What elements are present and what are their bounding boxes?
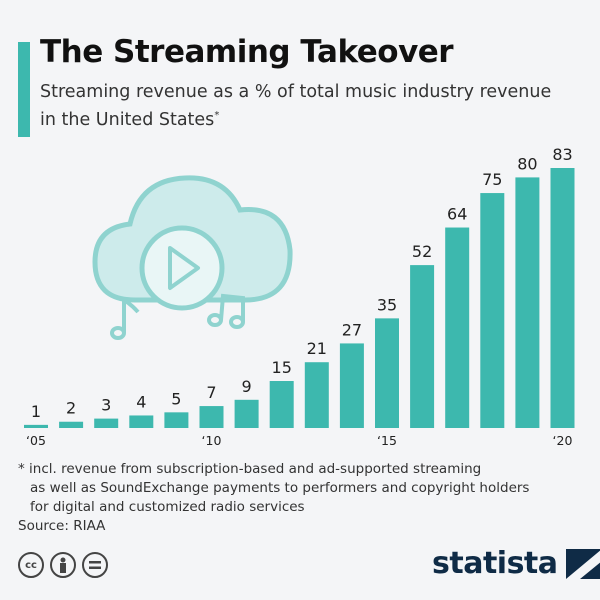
bar-2012 <box>269 381 294 428</box>
bar-2007 <box>94 418 119 428</box>
footnote-line: * incl. revenue from subscription-based … <box>18 461 482 477</box>
bar-2019 <box>515 177 540 428</box>
no-derivatives-icon[interactable] <box>82 552 108 578</box>
data-label-2015: 35 <box>377 295 397 314</box>
bar-2016 <box>410 265 435 428</box>
chart-subtitle: Streaming revenue as a % of total music … <box>40 80 560 132</box>
bar-2020 <box>550 168 575 428</box>
data-label-2005: 1 <box>31 402 41 421</box>
cloud-play-illustration <box>92 175 293 340</box>
bar-2015 <box>375 318 399 428</box>
data-label-2020: 83 <box>552 145 572 164</box>
data-label-2011: 9 <box>242 377 252 396</box>
source-text: Source: RIAA <box>18 518 106 534</box>
cc-icon[interactable]: cc <box>18 552 44 578</box>
statista-logo[interactable]: statista <box>432 546 600 581</box>
data-label-2009: 5 <box>171 389 181 408</box>
data-label-2019: 80 <box>517 154 537 173</box>
chart-title: The Streaming Takeover <box>40 34 454 70</box>
data-label-2010: 7 <box>206 383 216 402</box>
data-label-2013: 21 <box>307 339 327 358</box>
footnote: * incl. revenue from subscription-based … <box>18 460 588 517</box>
x-tick-label: ‘10 <box>202 433 222 448</box>
music-note-right-icon <box>207 293 245 329</box>
data-label-2006: 2 <box>66 399 76 418</box>
bar-2011 <box>234 399 259 428</box>
x-tick-label: ‘15 <box>377 433 397 448</box>
play-button-icon <box>139 225 225 311</box>
x-tick-label: ‘05 <box>26 433 46 448</box>
data-label-2016: 52 <box>412 242 432 261</box>
bar-2014 <box>339 343 364 428</box>
footnote-line: as well as SoundExchange payments to per… <box>30 480 530 496</box>
license-icons: cc <box>18 552 108 578</box>
bar-2010 <box>199 406 224 428</box>
play-triangle-icon <box>168 246 200 290</box>
bar-2018 <box>480 193 505 428</box>
footnote-line: for digital and customized radio service… <box>30 499 305 515</box>
x-tick-label: ‘20 <box>553 433 573 448</box>
data-label-2014: 27 <box>342 320 362 339</box>
attribution-icon[interactable] <box>50 552 76 578</box>
data-label-2007: 3 <box>101 396 111 415</box>
bar-2013 <box>304 362 329 428</box>
bar-2009 <box>164 412 189 428</box>
data-label-2018: 75 <box>482 170 502 189</box>
logo-text: statista <box>432 546 558 581</box>
data-label-2008: 4 <box>136 392 146 411</box>
bar-2008 <box>129 415 154 428</box>
data-label-2012: 15 <box>272 358 292 377</box>
subtitle-footnote-mark: * <box>214 110 220 121</box>
bar-2005 <box>24 424 48 428</box>
data-label-2017: 64 <box>447 205 467 224</box>
bar-2017 <box>445 227 470 428</box>
title-accent-bar <box>18 42 30 137</box>
subtitle-text: Streaming revenue as a % of total music … <box>40 82 552 130</box>
bar-2006 <box>59 421 84 428</box>
music-note-left-icon <box>110 296 140 340</box>
statista-logo-icon <box>565 548 600 579</box>
